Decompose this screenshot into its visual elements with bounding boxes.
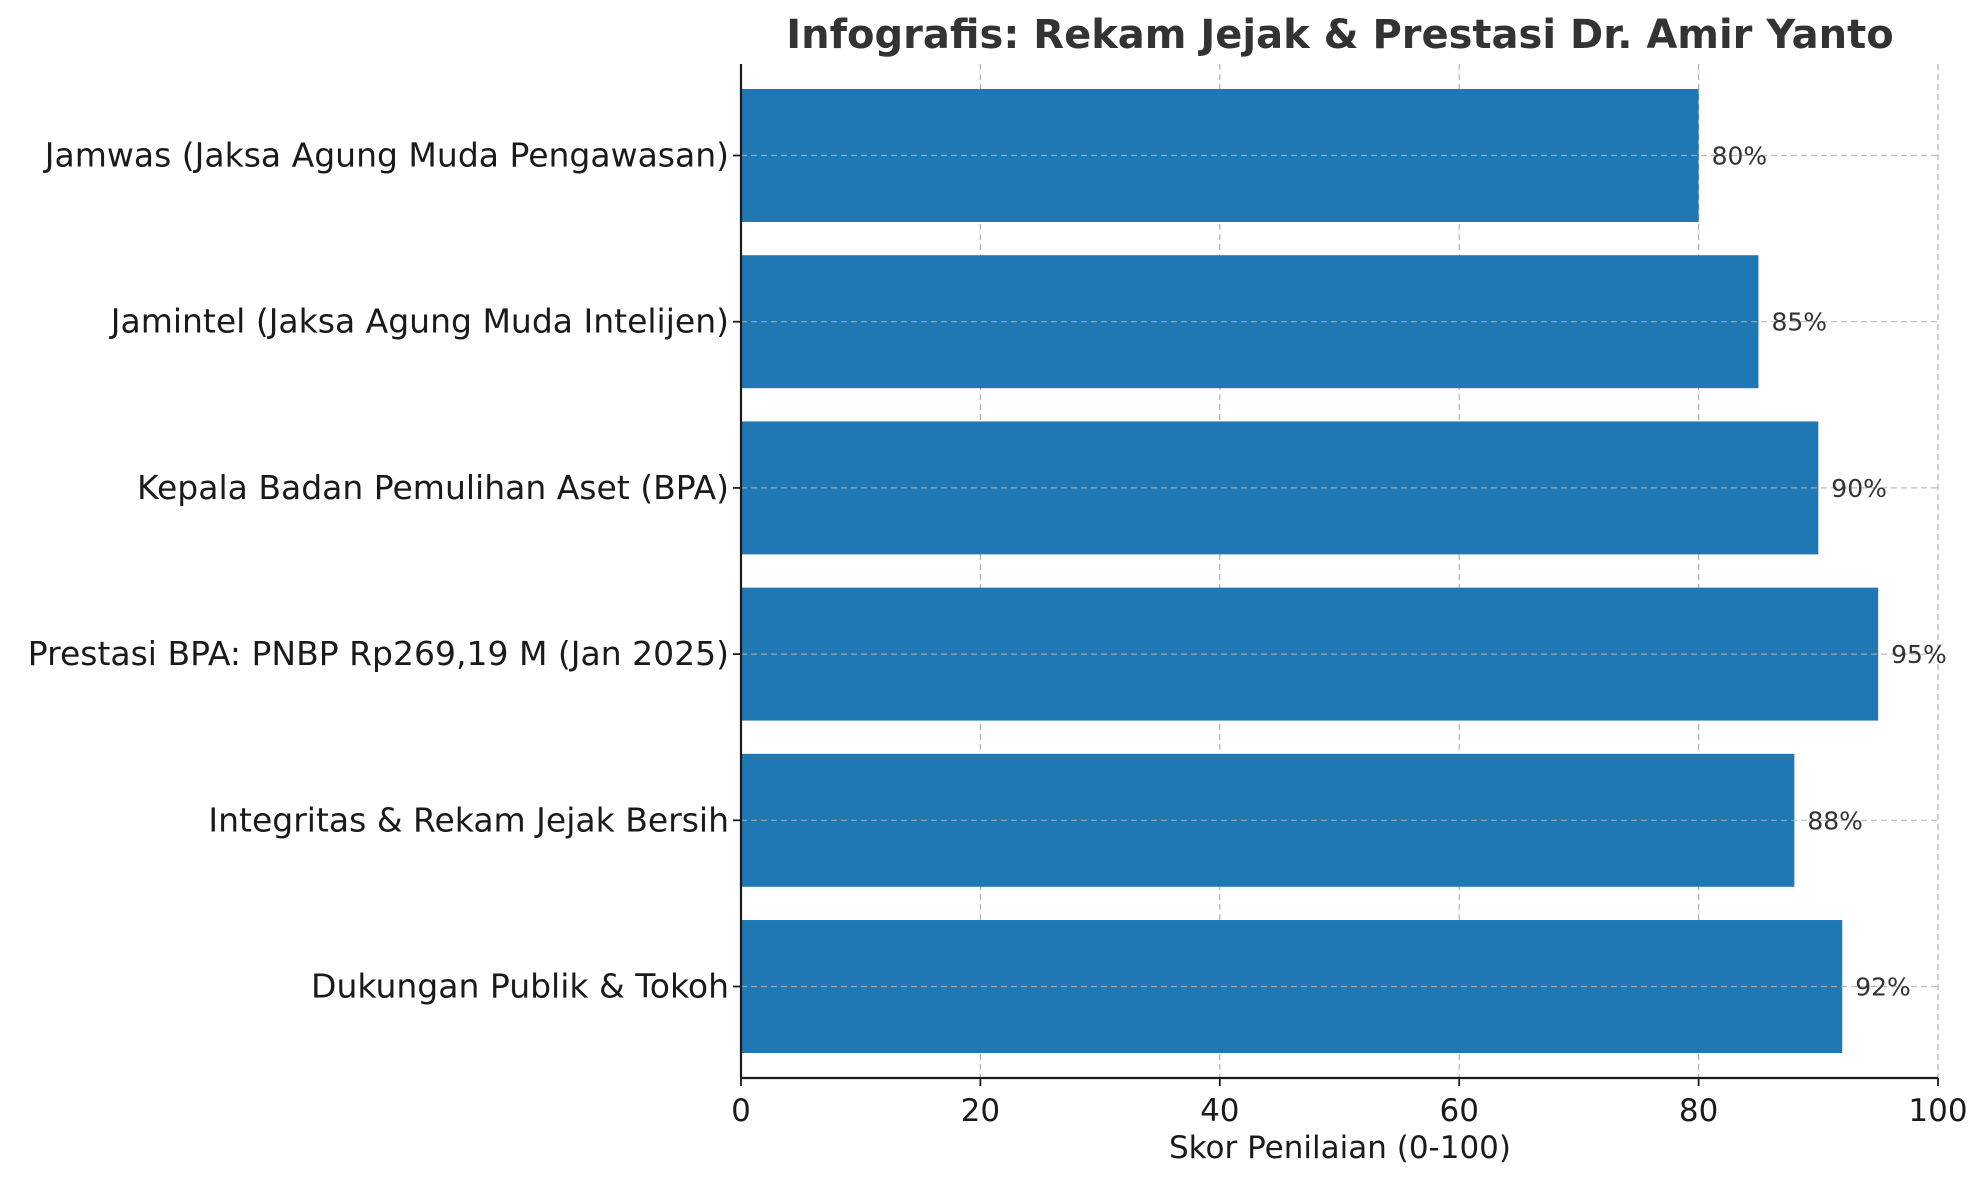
category-label: Jamintel (Jaksa Agung Muda Intelijen) bbox=[109, 302, 729, 341]
data-label: 80% bbox=[1712, 142, 1768, 171]
bar bbox=[741, 255, 1759, 389]
data-label: 95% bbox=[1891, 640, 1947, 669]
labels-layer: Jamwas (Jaksa Agung Muda Pengawasan) Jami… bbox=[28, 136, 1947, 1006]
x-tick-label: 20 bbox=[961, 1093, 1000, 1129]
bars-layer bbox=[741, 89, 1879, 1053]
data-label: 92% bbox=[1855, 973, 1911, 1002]
data-label: 88% bbox=[1807, 806, 1863, 835]
bar bbox=[741, 421, 1819, 555]
category-label: Jamwas (Jaksa Agung Muda Pengawasan) bbox=[43, 136, 729, 175]
x-tick-label: 80 bbox=[1679, 1093, 1718, 1129]
x-tick-label: 0 bbox=[731, 1093, 751, 1129]
category-label: Dukungan Publik & Tokoh bbox=[311, 967, 729, 1006]
x-tick-label: 40 bbox=[1200, 1093, 1239, 1129]
chart-title: Infografis: Rekam Jejak & Prestasi Dr. A… bbox=[786, 12, 1893, 58]
data-label: 90% bbox=[1831, 474, 1887, 503]
category-label: Kepala Badan Pemulihan Aset (BPA) bbox=[137, 468, 729, 507]
category-label: Prestasi BPA: PNBP Rp269,19 M (Jan 2025) bbox=[28, 634, 729, 673]
category-label: Integritas & Rekam Jejak Bersih bbox=[208, 800, 729, 839]
bar bbox=[741, 89, 1699, 222]
x-tick-label: 60 bbox=[1439, 1093, 1478, 1129]
bar bbox=[741, 587, 1879, 721]
x-tick-label: 100 bbox=[1908, 1093, 1967, 1129]
data-label: 85% bbox=[1771, 308, 1827, 337]
x-axis-label: Skor Penilaian (0-100) bbox=[1169, 1130, 1511, 1166]
axes-layer: 0 20 40 60 80 100 bbox=[731, 64, 1968, 1129]
